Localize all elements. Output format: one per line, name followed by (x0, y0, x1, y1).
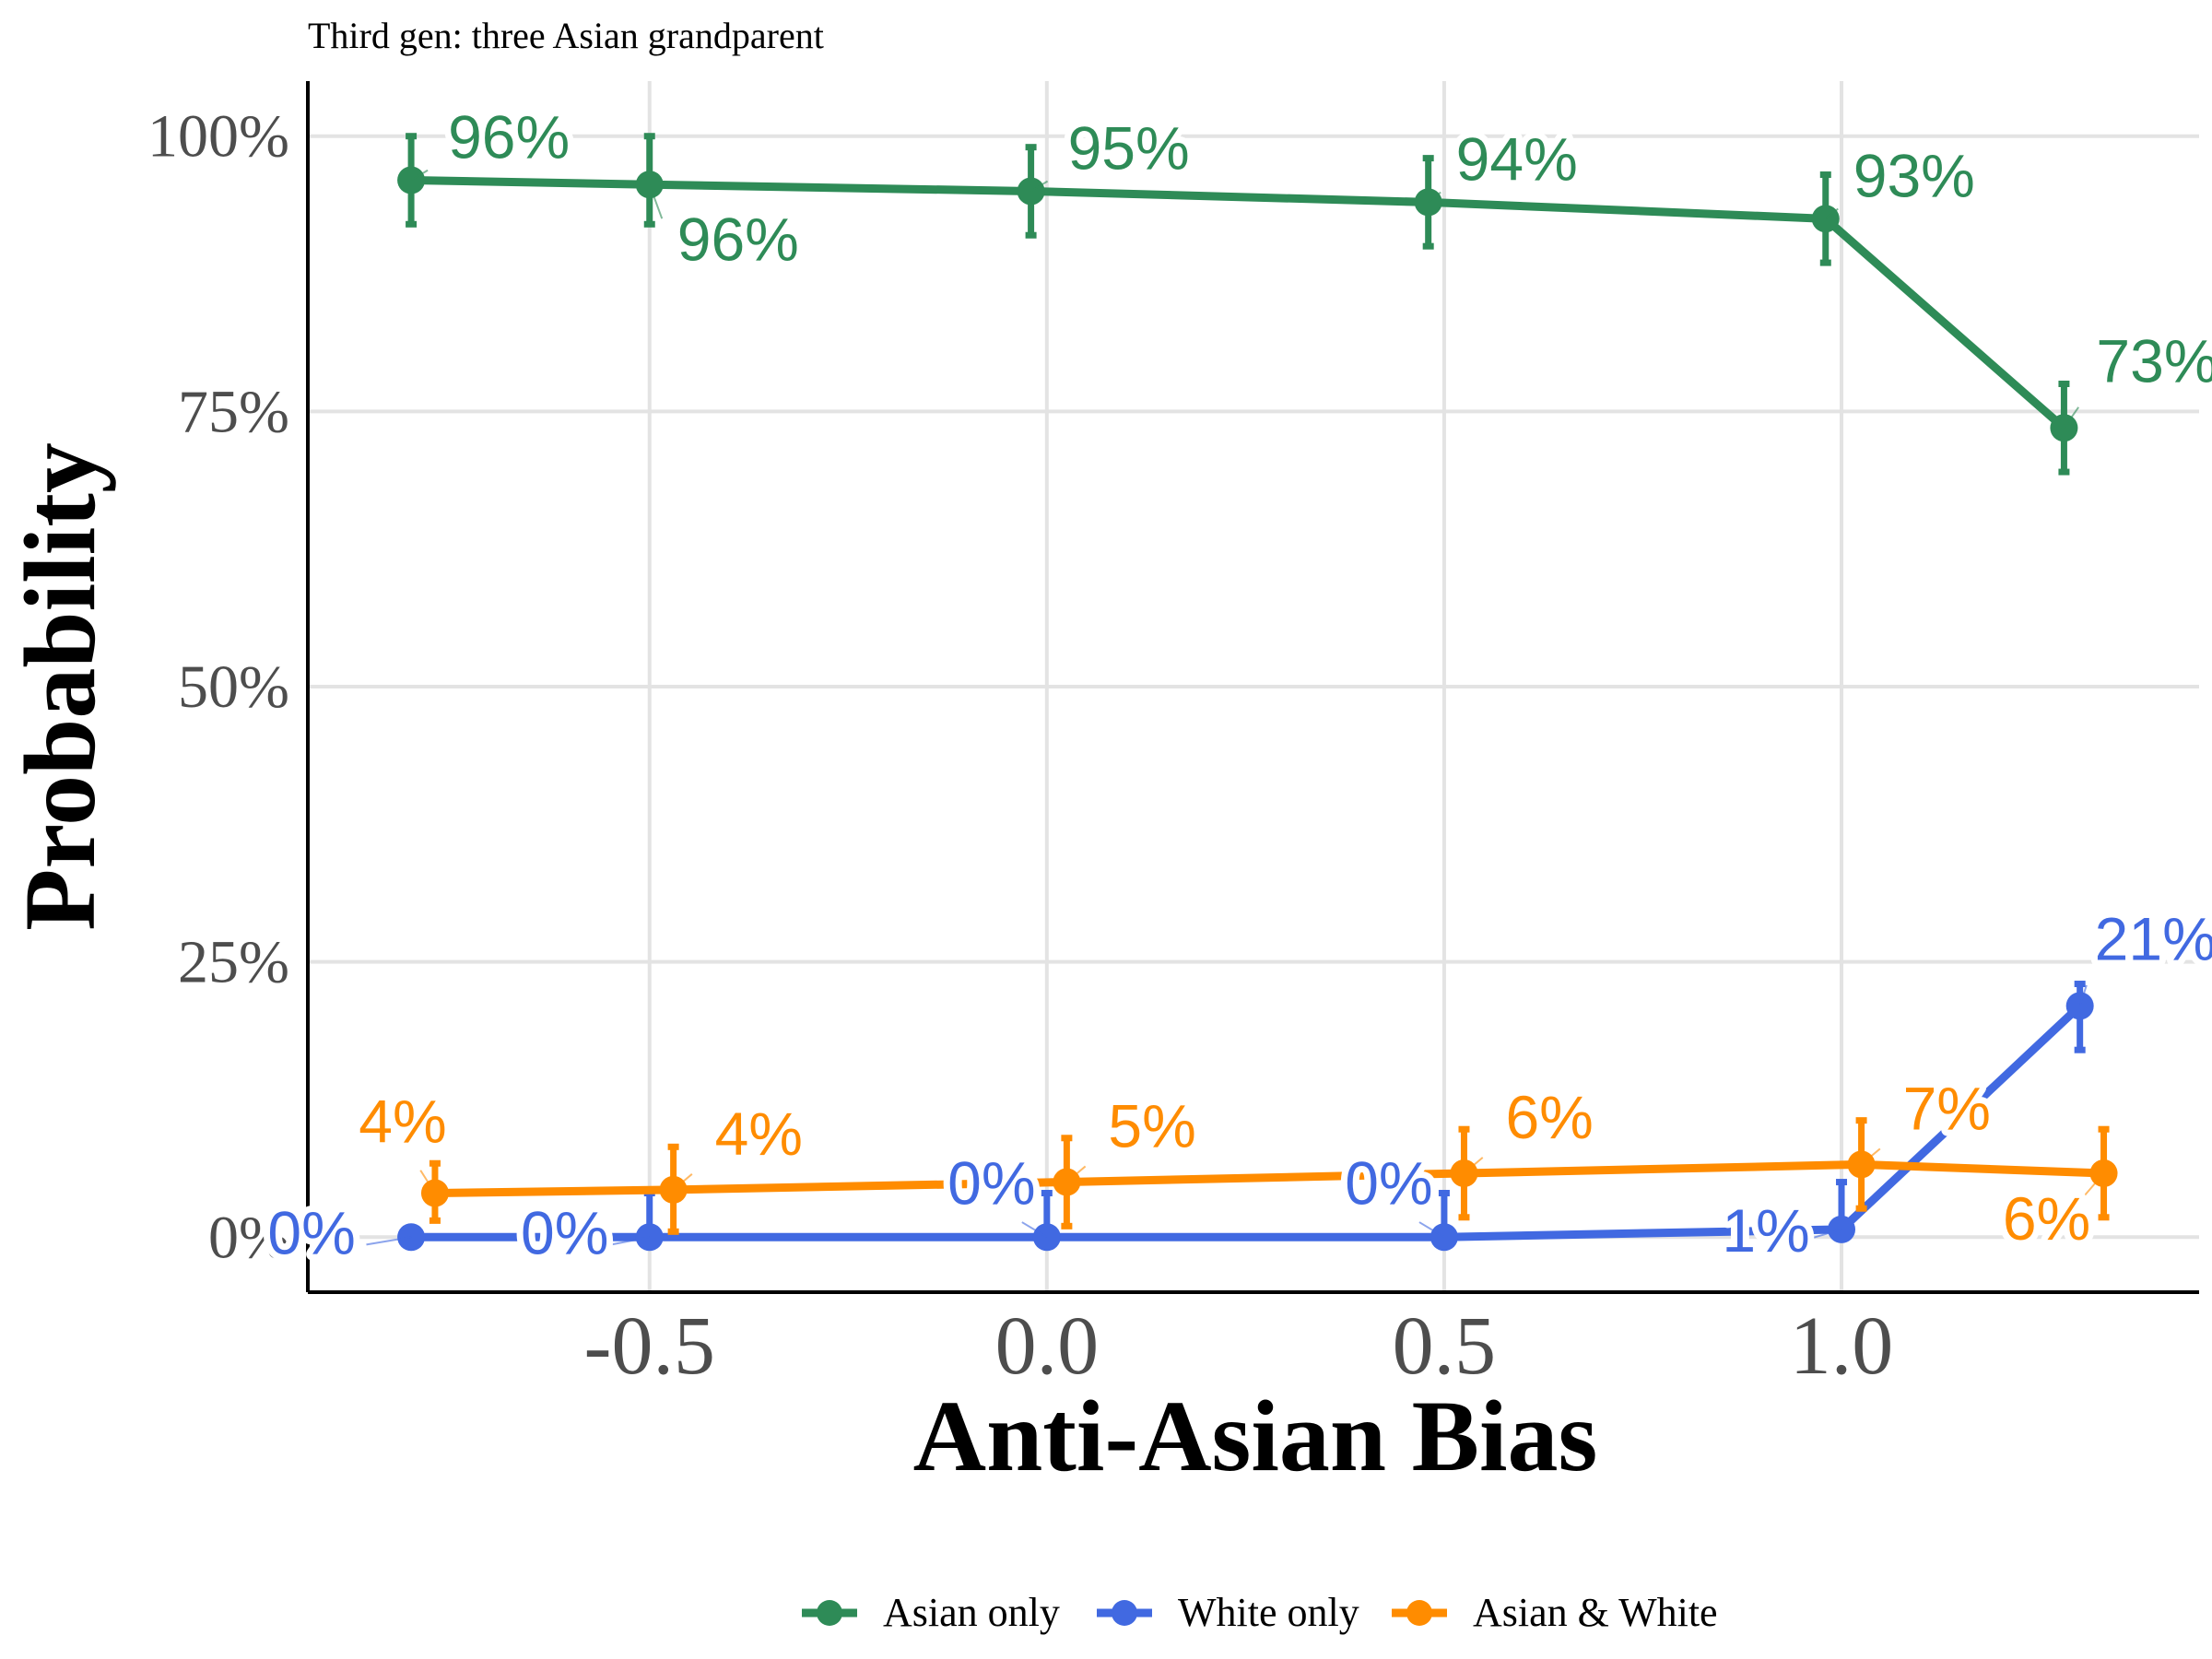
data-label: 21% (2095, 904, 2212, 972)
legend-swatch-dot (817, 1600, 842, 1626)
data-label: 5% (1108, 1092, 1195, 1160)
data-label: 6% (2003, 1184, 2090, 1253)
y-tick-label: 0% (208, 1204, 289, 1271)
label-connector (1030, 180, 1049, 193)
series-line (411, 1003, 2083, 1241)
series-asian-white (420, 1117, 2118, 1235)
legend: Asian only White only Asian & White (802, 1590, 1718, 1635)
data-label: 0% (1345, 1148, 1432, 1217)
y-axis-title: Probability (4, 442, 116, 931)
label-connector (1825, 207, 1839, 220)
data-label: 4% (359, 1087, 446, 1155)
x-axis-title: Anti-Asian Bias (913, 1380, 1598, 1492)
axes (306, 81, 2199, 1294)
data-label: 0% (521, 1198, 608, 1266)
label-connector (1428, 191, 1441, 204)
data-label: 6% (1505, 1083, 1593, 1151)
legend-item: Asian only (802, 1590, 1060, 1635)
tick-labels: 0% 25% 50% 75% 100% -0.5 0.0 0.5 1.0 (147, 103, 1893, 1392)
series-line (434, 1159, 2104, 1197)
legend-label: Asian & White (1473, 1590, 1718, 1635)
data-label: 1% (1722, 1196, 1809, 1265)
data-label: 95% (1068, 113, 1190, 182)
legend-item: White only (1097, 1590, 1359, 1635)
label-connector (366, 1236, 412, 1246)
data-label: 96% (448, 103, 570, 171)
data-label: 0% (267, 1198, 355, 1266)
data-series (397, 133, 2118, 1252)
label-connector (410, 169, 429, 182)
data-label: 73% (2096, 326, 2212, 394)
legend-label: Asian only (883, 1590, 1060, 1635)
data-label: 93% (1853, 141, 1975, 209)
legend-swatch-dot (1112, 1600, 1137, 1626)
data-labels: 96%96%95% 94% 93%73%0% 0%0% 0%1%21%4% 4% 5% 6% 7… (261, 97, 2212, 1274)
data-label: 0% (947, 1148, 1035, 1217)
label-connector (1860, 1147, 1881, 1166)
label-connector (1806, 1228, 1842, 1241)
label-connector (1021, 1221, 1048, 1239)
chart-subtitle: Third gen: three Asian grandparent (308, 15, 824, 56)
y-tick-label: 100% (147, 103, 289, 171)
legend-swatch-dot (1406, 1600, 1432, 1626)
y-tick-label: 25% (178, 929, 289, 996)
data-label: 7% (1903, 1074, 1991, 1142)
data-label: 94% (1456, 124, 1578, 193)
data-label: 4% (715, 1100, 803, 1168)
series-white-only (397, 981, 2094, 1252)
legend-label: White only (1178, 1590, 1359, 1635)
x-tick-label: 1.0 (1790, 1300, 1894, 1392)
y-tick-label: 50% (178, 653, 289, 721)
label-connector (2078, 984, 2088, 1006)
y-tick-label: 75% (178, 378, 289, 445)
label-connector (672, 1173, 693, 1191)
label-connector (648, 183, 664, 219)
label-connector (2063, 406, 2079, 429)
x-tick-label: 0.5 (1393, 1300, 1497, 1392)
label-connector (1418, 1221, 1445, 1239)
gridlines (308, 81, 2199, 1292)
x-tick-label: 0.0 (995, 1300, 1100, 1392)
label-connector (419, 1170, 436, 1194)
legend-item: Asian & White (1392, 1590, 1718, 1635)
data-label: 96% (677, 205, 799, 273)
x-tick-label: -0.5 (583, 1300, 714, 1392)
series-line (411, 176, 2067, 431)
label-connector (1463, 1157, 1484, 1174)
label-connector (611, 1236, 650, 1246)
label-connector (1065, 1165, 1087, 1183)
label-connector (2077, 1172, 2105, 1205)
